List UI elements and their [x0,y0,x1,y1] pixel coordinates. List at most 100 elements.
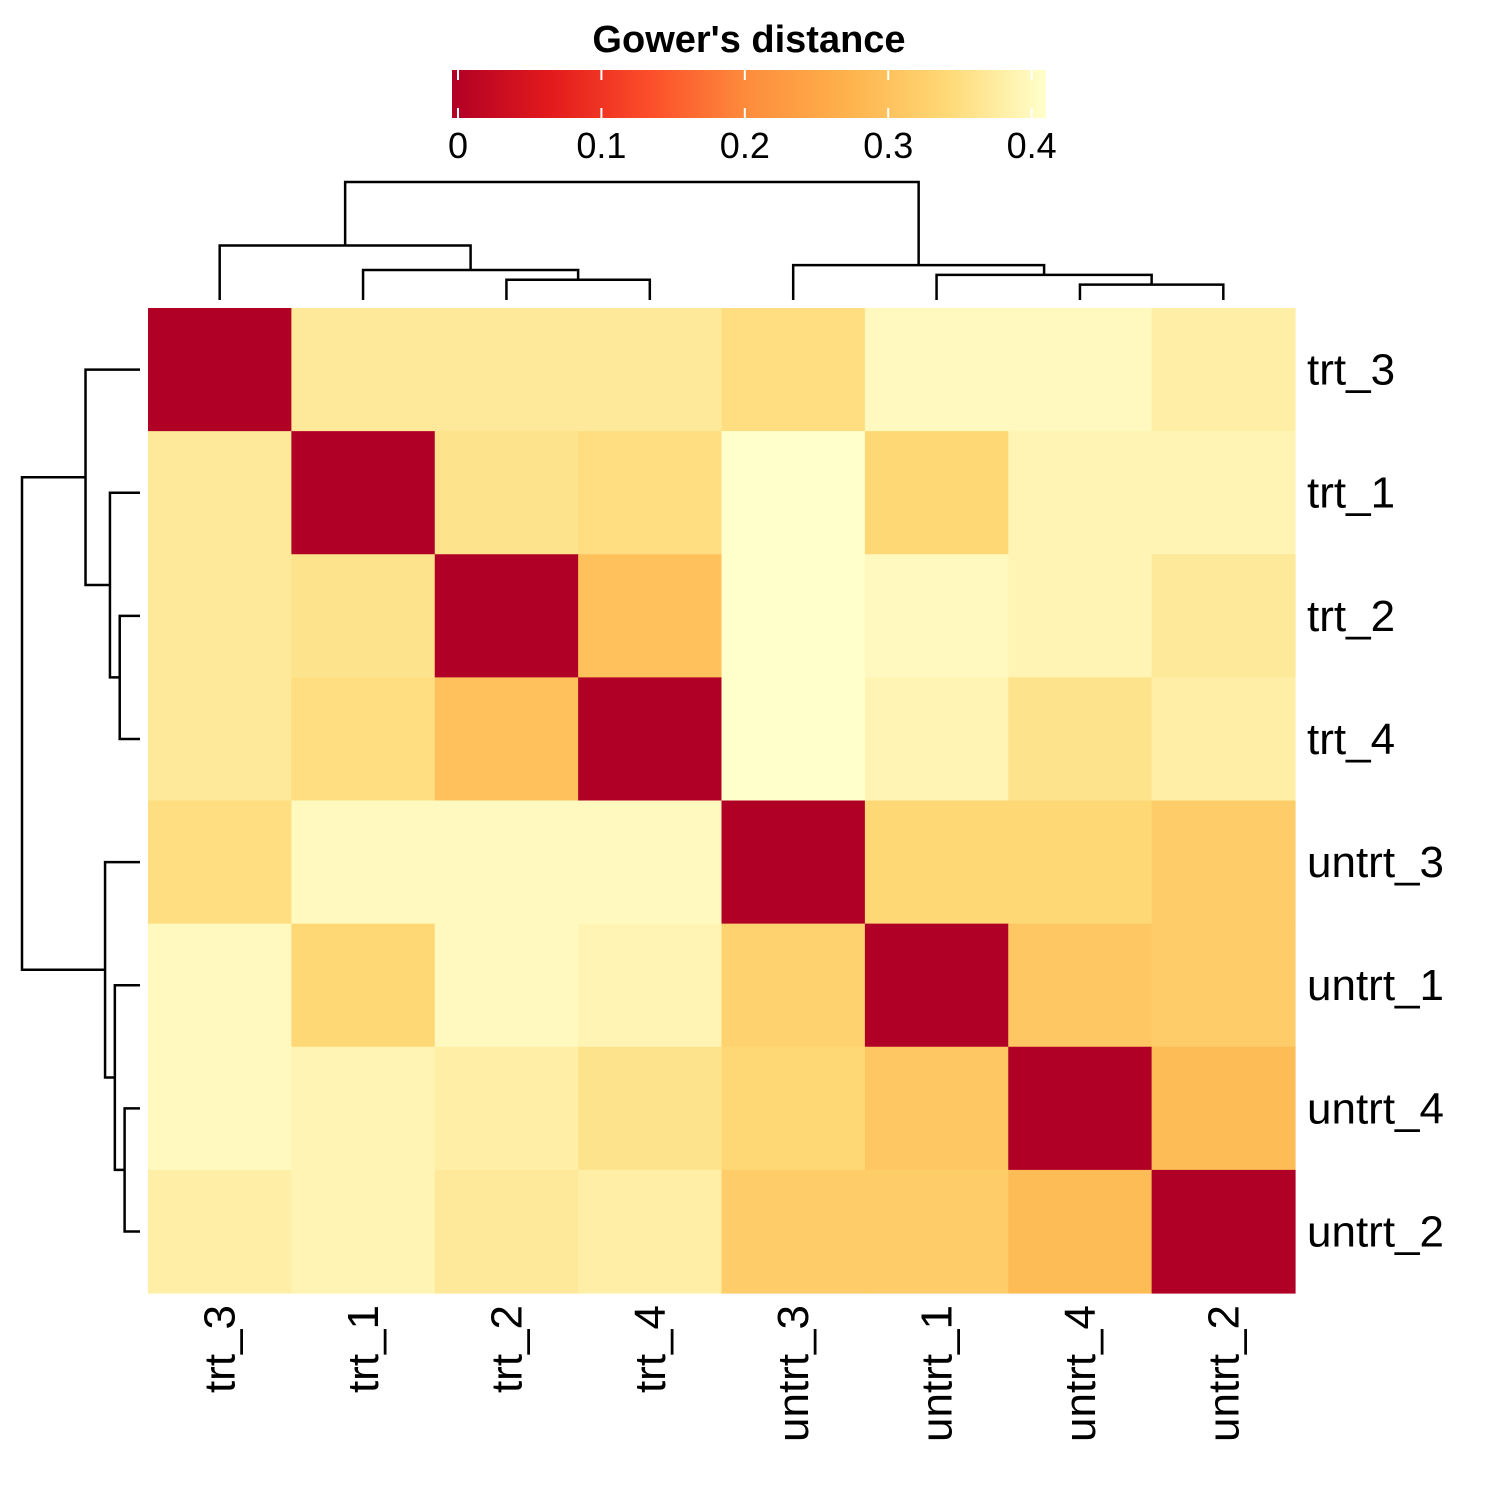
heatmap-cell [721,431,866,555]
heatmap-cell [1151,1169,1296,1294]
row-label: trt_2 [1307,592,1395,641]
heatmap-cell [291,1169,436,1294]
heatmap-cell [434,1169,579,1294]
row-dendrogram-branch [123,1107,140,1233]
heatmap-cell [1008,1046,1153,1171]
heatmap-cell [578,677,723,802]
heatmap-cell [291,431,436,555]
heatmap-cell [721,554,866,678]
heatmap-cell [1008,431,1153,555]
row-dendrogram-branch [84,368,140,587]
column-dendrogram-branch [505,278,652,300]
heatmap-cell [1151,800,1296,925]
heatmap-cell [148,554,292,678]
column-label: trt_4 [626,1305,675,1393]
heatmap-cell [578,554,723,678]
heatmap-cell [1151,431,1296,555]
heatmap-cell [434,554,579,678]
legend-ticks: 0 0.1 0.2 0.3 0.4 [448,70,1057,166]
row-dendrogram-branch [113,983,140,1172]
heatmap-cell [1008,308,1153,432]
heatmap-cell [1151,1046,1296,1171]
column-dendrogram-branch [343,180,920,266]
heatmap-cell [864,1046,1009,1171]
column-label: trt_1 [339,1305,388,1393]
row-dendrogram-branch [108,491,140,679]
heatmap-cells [148,308,1296,1294]
heatmap-cell [721,1046,866,1171]
heatmap-cell [578,800,723,925]
row-label: untrt_1 [1307,961,1444,1010]
heatmap-cell [864,923,1009,1048]
row-label: untrt_3 [1307,838,1444,887]
heatmap-cell [1151,554,1296,678]
heatmap-cell [291,308,436,432]
column-label: untrt_1 [913,1305,962,1442]
column-labels: trt_3 trt_1 trt_2 trt_4 untrt_3 untrt_1 untrt_… [196,1305,1249,1442]
heatmap-cell [434,923,579,1048]
heatmap-cell [578,308,723,432]
row-label: untrt_2 [1307,1207,1444,1256]
heatmap-cell [578,923,723,1048]
heatmap-cell [434,677,579,802]
heatmap-cell [864,800,1009,925]
heatmap-cell [291,1046,436,1171]
heatmap-cell [148,800,292,925]
heatmap-cell [434,308,579,432]
heatmap-cell [1008,554,1153,678]
heatmap-cell [291,800,436,925]
heatmap-cell [434,800,579,925]
heatmap-cell [721,1169,866,1294]
heatmap-cell [721,923,866,1048]
row-label: trt_1 [1307,469,1395,518]
heatmap-cell [721,800,866,925]
row-label: trt_4 [1307,715,1395,764]
row-dendrogram-branch [103,860,140,1079]
heatmap-cell [148,431,292,555]
row-label: trt_3 [1307,346,1395,395]
column-label: untrt_4 [1056,1305,1105,1442]
heatmap-cell [864,677,1009,802]
legend-tick-label: 0 [448,125,468,166]
legend-tick-label: 0.2 [720,125,770,166]
heatmap-cell [1008,1169,1153,1294]
heatmap-cell [291,677,436,802]
column-label: trt_2 [482,1305,531,1393]
row-labels: trt_3 trt_1 trt_2 trt_4 untrt_3 untrt_1 untrt_… [1307,346,1444,1257]
legend-title: Gower's distance [592,19,905,61]
column-label: untrt_3 [769,1305,818,1442]
heatmap-cell [1008,677,1153,802]
heatmap-cell [1151,677,1296,802]
heatmap-cell [148,308,292,432]
heatmap-cell [1151,923,1296,1048]
legend-tick-label: 0.3 [863,125,913,166]
heatmap-cell [1008,800,1153,925]
heatmap-cell [864,554,1009,678]
heatmap-cell [721,677,866,802]
row-dendrogram-branch [20,476,106,972]
column-label: trt_3 [196,1305,245,1393]
column-dendrogram-branch [361,268,580,300]
column-dendrogram-branch [791,263,1046,300]
heatmap-cell [864,431,1009,555]
heatmap-cell [434,431,579,555]
heatmap-cell [578,1046,723,1171]
legend-tick-label: 0.1 [576,125,626,166]
heatmap-cell [291,923,436,1048]
heatmap-cell [148,677,292,802]
color-legend: Gower's distance 0 0.1 0.2 0.3 0.4 [448,19,1057,166]
heatmap-cell [148,923,292,1048]
heatmap-cell [864,1169,1009,1294]
heatmap-cell [721,308,866,432]
heatmap-cell [578,1169,723,1294]
heatmap-cell [148,1169,292,1294]
heatmap-cell [1151,308,1296,432]
heatmap-cell [864,308,1009,432]
column-dendrogram [218,180,1225,300]
column-dendrogram-branch [218,244,472,300]
row-dendrogram [20,368,140,1233]
row-label: untrt_4 [1307,1084,1444,1133]
heatmap-cell [1008,923,1153,1048]
row-dendrogram-branch [118,614,140,741]
